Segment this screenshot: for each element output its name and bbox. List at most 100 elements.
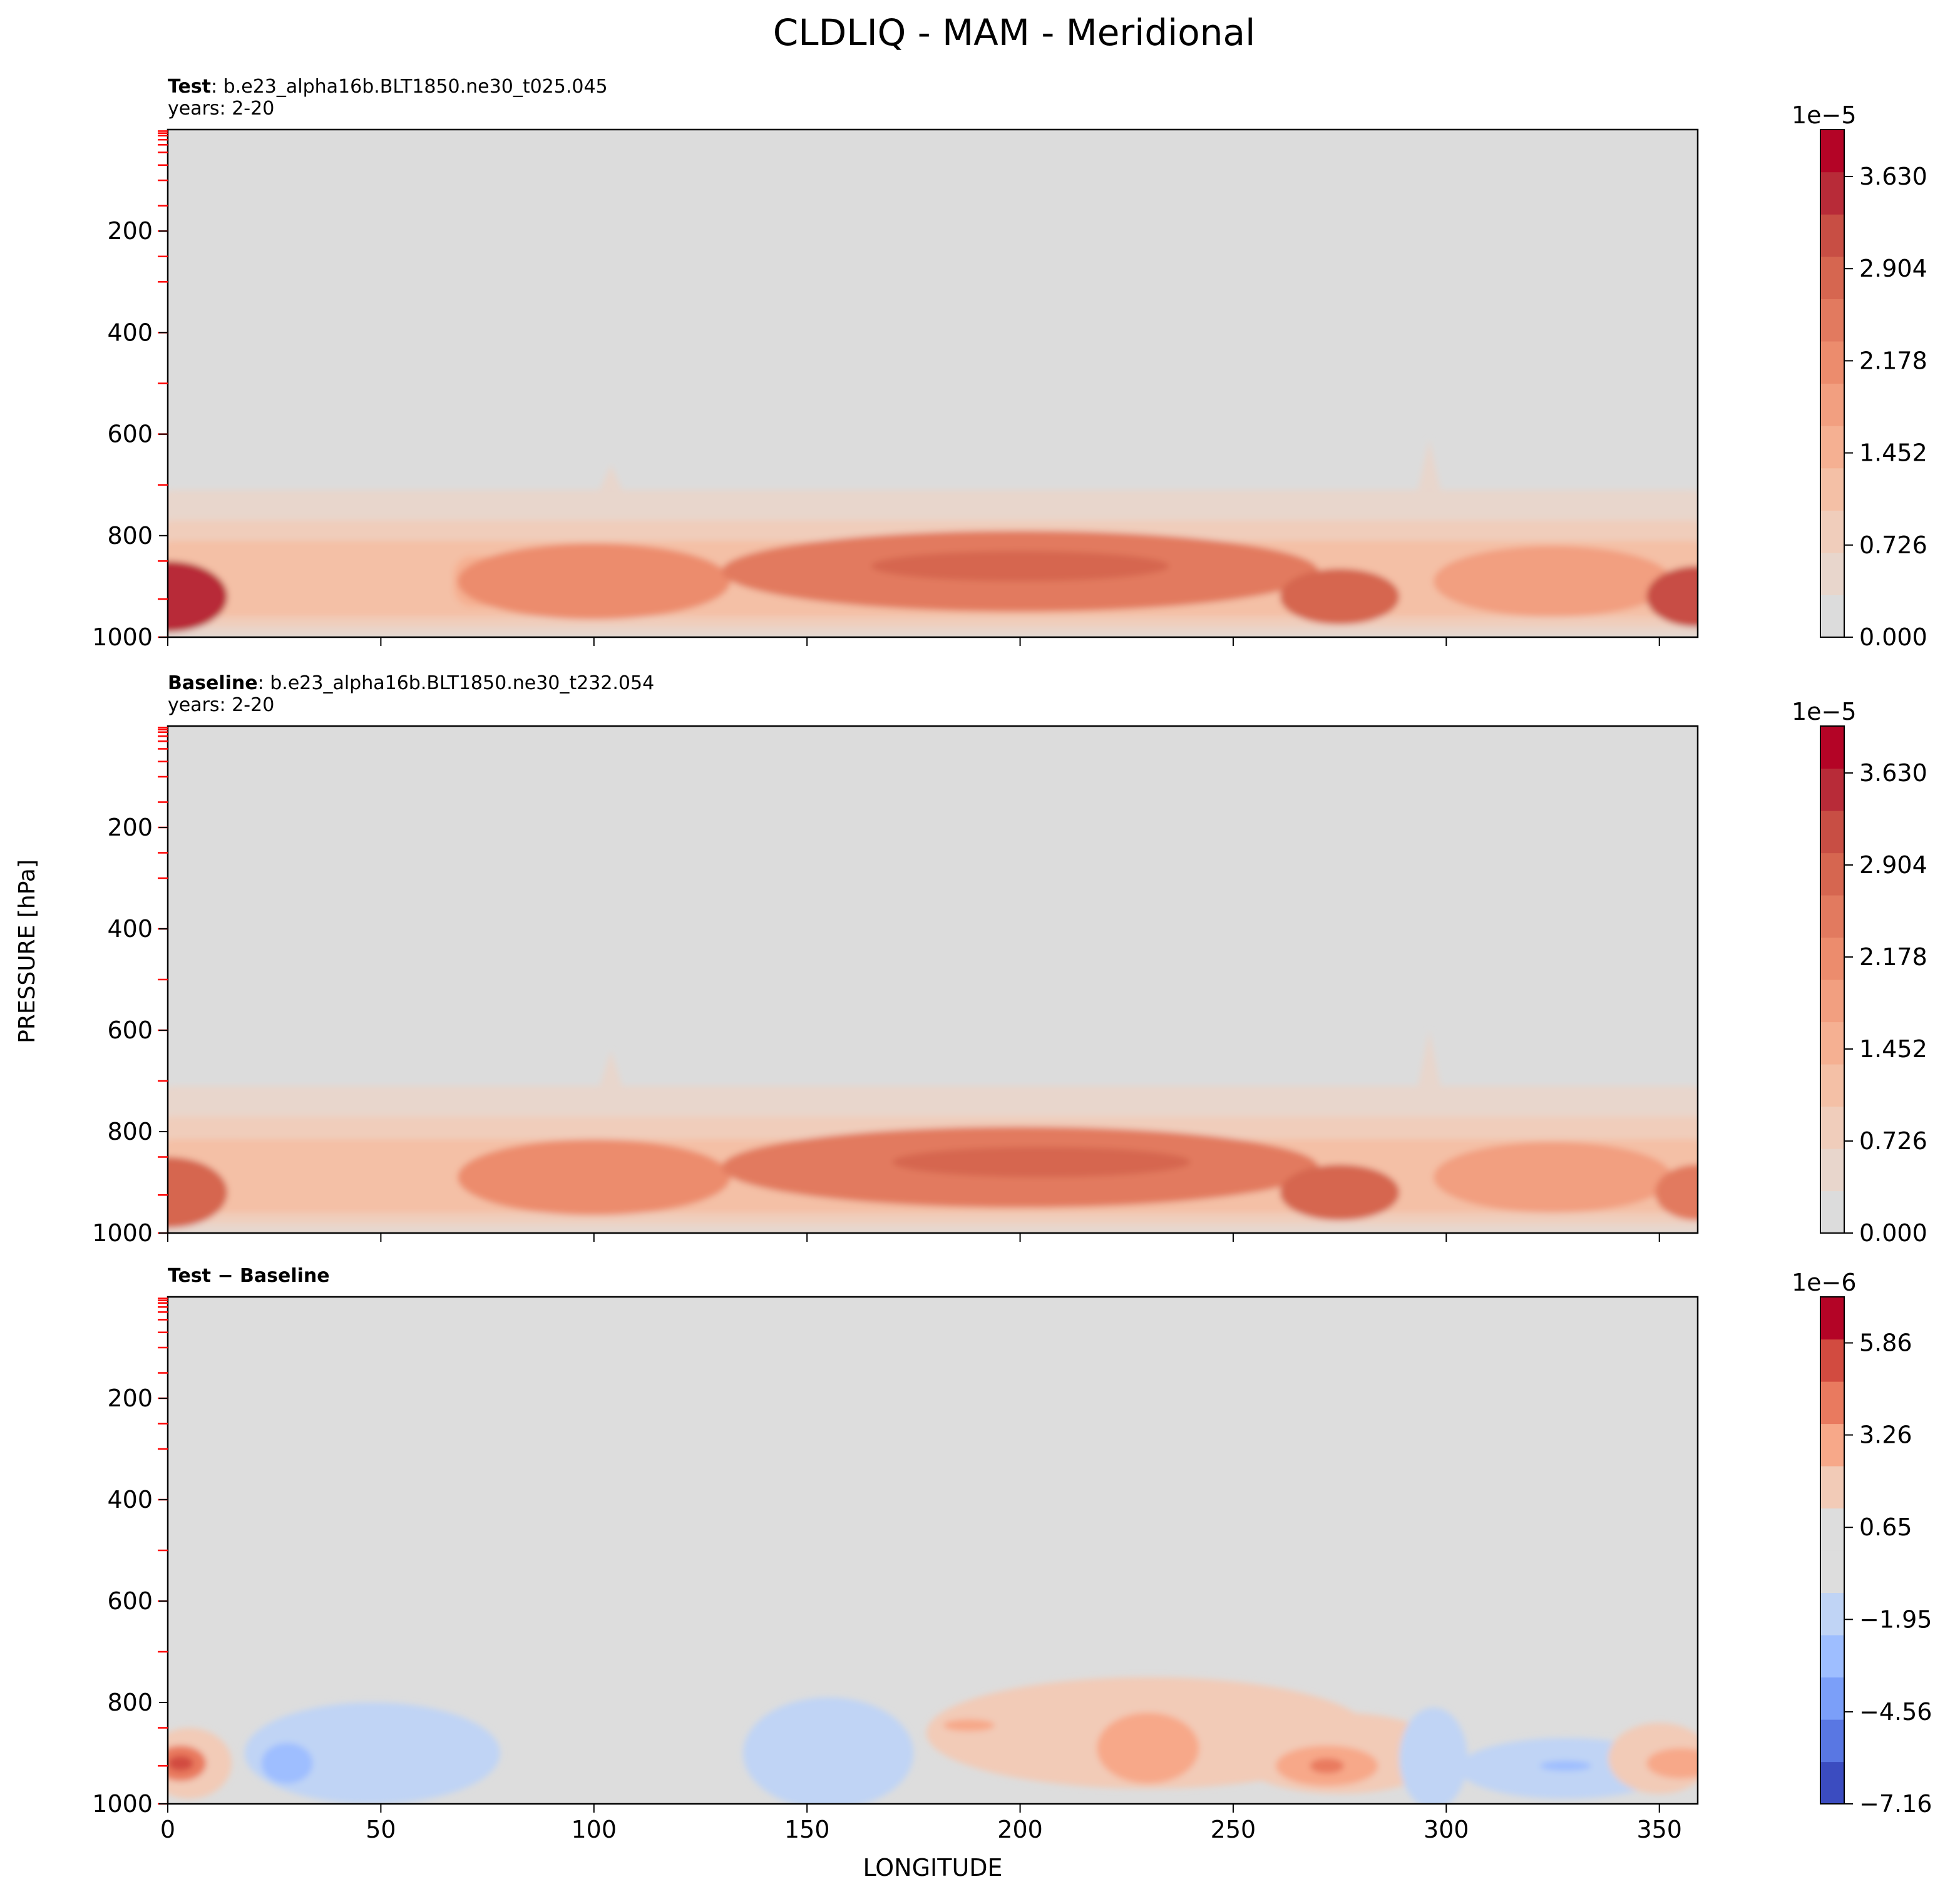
- y-tick-label: 800: [107, 1118, 153, 1145]
- contour-spike: [600, 464, 623, 490]
- colorbar-segment: [1820, 214, 1844, 257]
- colorbar-tick-label: 3.630: [1859, 759, 1927, 787]
- colorbar-tick-label: 0.65: [1859, 1513, 1912, 1541]
- y-tick-label: 1000: [92, 1790, 153, 1818]
- colorbar-segment: [1820, 299, 1844, 342]
- y-tick-label: 1000: [92, 1219, 153, 1247]
- contour-spike: [600, 1050, 623, 1087]
- contour-blob: [1399, 1707, 1468, 1804]
- x-tick-label: 350: [1636, 1816, 1682, 1843]
- x-tick-label: 250: [1211, 1816, 1256, 1843]
- colorbar-segment: [1820, 811, 1844, 854]
- x-tick-label: 0: [160, 1816, 175, 1843]
- contour-blob: [1280, 568, 1400, 625]
- colorbar-segment: [1820, 726, 1844, 769]
- contour-blob: [457, 543, 731, 620]
- contour-layers: [168, 1030, 1698, 1233]
- panel-difference: 200 400 600 800 1000 0 50 100 150 200 250 300 350 Tes…: [92, 1265, 1932, 1843]
- contour-blob: [1646, 1748, 1698, 1779]
- contour-blob: [892, 1147, 1191, 1177]
- colorbar-tick-label: 0.726: [1859, 531, 1927, 559]
- colorbar-segment: [1820, 383, 1844, 426]
- colorbar-segment: [1820, 426, 1844, 469]
- contour-blob: [1310, 1758, 1344, 1774]
- colorbar-exponent: 1e−5: [1792, 101, 1857, 129]
- contour-field: [168, 1297, 1698, 1804]
- contour-spike: [1418, 439, 1441, 490]
- panel-test: 200 400 600 800 1000 Test: b.e23_alpha16b.BLT…: [92, 76, 1927, 651]
- colorbar-segment: [1820, 768, 1844, 811]
- contour-blob: [168, 561, 228, 632]
- contour-spike: [1418, 1030, 1441, 1087]
- panel-title-bold: Baseline: [168, 672, 258, 694]
- colorbar-segment: [1820, 1190, 1844, 1234]
- y-tick-label: 800: [107, 522, 153, 550]
- x-axis-label: LONGITUDE: [863, 1854, 1002, 1881]
- contour-blob: [943, 1719, 995, 1732]
- contour-blob: [1646, 566, 1698, 627]
- y-tick-label: 200: [107, 1385, 153, 1412]
- contour-blob: [1655, 1164, 1698, 1221]
- colorbar: 0.000 0.726 1.452 2.178 2.904 3.630 1e−5: [1792, 698, 1927, 1247]
- colorbar-tick-label: 2.178: [1859, 347, 1927, 374]
- colorbar-tick-label: 2.904: [1859, 851, 1927, 879]
- colorbar-segment: [1820, 895, 1844, 938]
- colorbar-tick-label: −7.16: [1859, 1790, 1932, 1818]
- colorbar-segment: [1820, 171, 1844, 215]
- y-tick-label: 600: [107, 421, 153, 448]
- colorbar-segment: [1820, 552, 1844, 596]
- colorbar-segment: [1820, 1339, 1844, 1382]
- colorbar-tick-label: 0.726: [1859, 1127, 1927, 1155]
- colorbar-segment: [1820, 1635, 1844, 1678]
- panels: 200 400 600 800 1000 Test: b.e23_alpha16b.BLT…: [92, 76, 1932, 1843]
- contour-blob: [261, 1743, 313, 1784]
- colorbar-segment: [1820, 1508, 1844, 1551]
- y-tick-label: 400: [107, 319, 153, 346]
- colorbar-segment: [1820, 980, 1844, 1023]
- y-tick-label: 200: [107, 217, 153, 245]
- colorbar-frame: [1820, 725, 1845, 1234]
- colorbar-tick-label: 2.904: [1859, 255, 1927, 282]
- x-tick-label: 150: [784, 1816, 830, 1843]
- colorbar-tick-label: 0.000: [1859, 623, 1927, 651]
- panel-title-rest: : b.e23_alpha16b.BLT1850.ne30_t025.045: [211, 76, 608, 98]
- contour-blob: [1433, 546, 1673, 617]
- colorbar-segment: [1820, 1381, 1844, 1425]
- colorbar-exponent: 1e−5: [1792, 698, 1857, 725]
- contour-field: [168, 130, 1698, 637]
- panel-title-bold: Test: [168, 76, 211, 98]
- colorbar-segment: [1820, 256, 1844, 299]
- contour-blob: [457, 1139, 731, 1216]
- y-tick-label: 1000: [92, 623, 153, 651]
- contour-blob: [244, 1702, 501, 1804]
- colorbar-segment: [1820, 1677, 1844, 1720]
- colorbar-segment: [1820, 468, 1844, 511]
- colorbar: 0.000 0.726 1.452 2.178 2.904 3.630 1e−5: [1792, 101, 1927, 651]
- colorbar-segment: [1820, 1466, 1844, 1509]
- colorbar-segment: [1820, 1550, 1844, 1594]
- colorbar-segment: [1820, 1719, 1844, 1763]
- colorbar-segment: [1820, 1149, 1844, 1192]
- colorbar-segment: [1820, 340, 1844, 384]
- panel-title: Test − Baseline: [168, 1265, 330, 1287]
- colorbar-tick-label: 3.26: [1859, 1421, 1912, 1449]
- colorbar-segment: [1820, 937, 1844, 980]
- y-tick-label: 600: [107, 1587, 153, 1615]
- colorbar-segment: [1820, 1592, 1844, 1635]
- contour-blob: [743, 1697, 914, 1804]
- panel-title: Test: b.e23_alpha16b.BLT1850.ne30_t025.0…: [168, 76, 608, 98]
- panel-subtitle: years: 2-20: [168, 694, 274, 716]
- colorbar-segment: [1820, 595, 1844, 638]
- x-tick-label: 200: [997, 1816, 1043, 1843]
- contour-blob: [168, 1157, 228, 1228]
- colorbar-segment: [1820, 1297, 1844, 1340]
- contour-blob: [168, 1756, 193, 1771]
- contour-blob: [1540, 1761, 1591, 1771]
- contour-blob: [1433, 1142, 1673, 1213]
- y-tick-label: 200: [107, 814, 153, 841]
- contour-blob: [871, 551, 1169, 581]
- panel-title: Baseline: b.e23_alpha16b.BLT1850.ne30_t2…: [168, 672, 654, 694]
- x-tick-label: 50: [366, 1816, 396, 1843]
- colorbar: −7.16 −4.56 −1.95 0.65 3.26 5.86 1e−6: [1792, 1269, 1932, 1818]
